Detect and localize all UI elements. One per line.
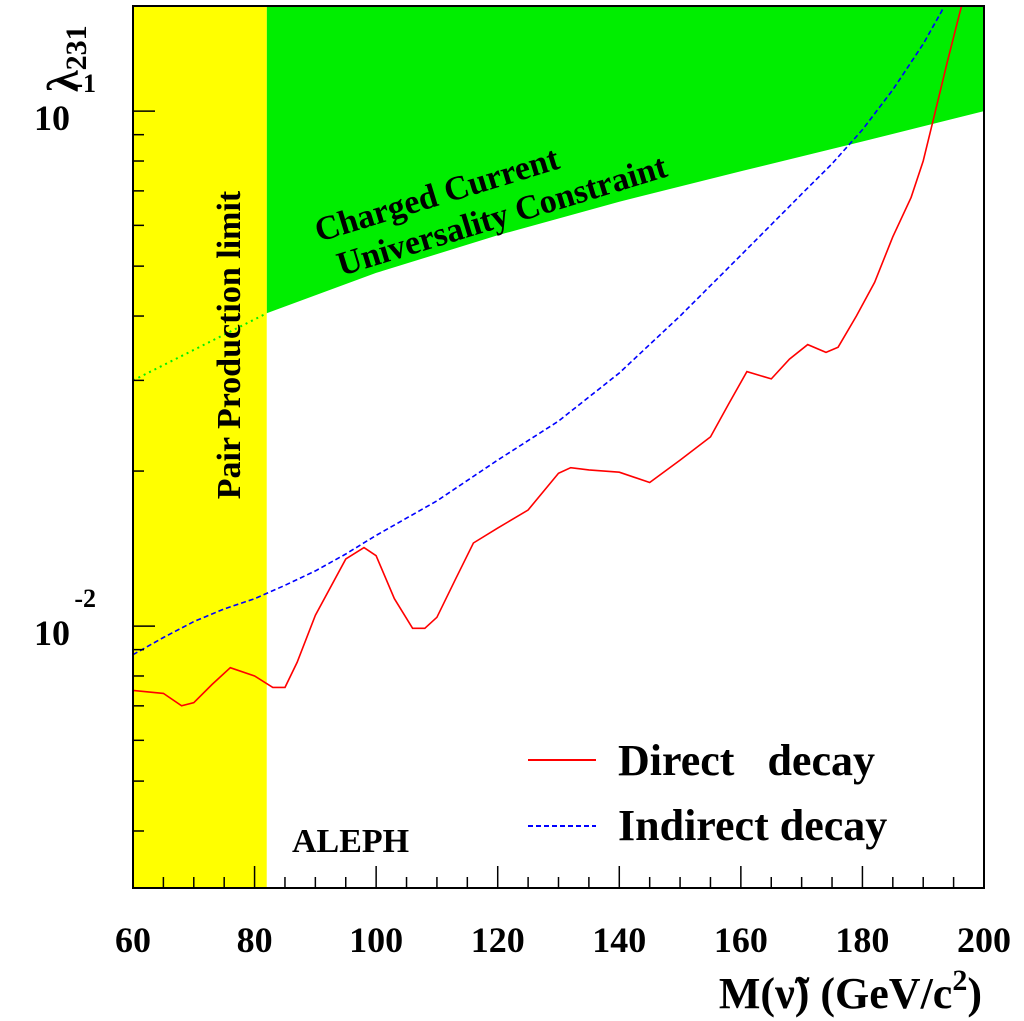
universality-constraint-region — [266, 6, 984, 314]
y-tick-labels: 10-110-2 — [34, 69, 96, 653]
x-tick-label: 60 — [115, 920, 151, 960]
series-line-direct — [133, 6, 963, 707]
legend-label-indirect: Indirect decay — [618, 801, 887, 850]
x-tick-labels: 60 80 100 120 140 160 180 200 — [115, 920, 1011, 960]
y-tick-label-base: 10 — [34, 613, 70, 653]
y-axis-title: λ231 — [39, 25, 93, 92]
x-tick-label: 140 — [592, 920, 646, 960]
x-tick-label: 160 — [714, 920, 768, 960]
y-axis-title-subscript: 231 — [60, 25, 93, 70]
y-tick-label-exponent: -2 — [74, 584, 96, 613]
pair-production-label: Pair Production limit — [211, 190, 248, 499]
x-axis-title-superscript: 2 — [952, 964, 967, 997]
aleph-annotation: ALEPH — [292, 823, 409, 860]
y-tick-label-base: 10 — [34, 98, 70, 138]
pair-production-region — [133, 6, 267, 888]
y-tick-label-exponent: -1 — [74, 69, 96, 98]
x-tick-label: 80 — [237, 920, 273, 960]
x-axis-title-part: M(ν̃) (GeV/c — [719, 969, 952, 1018]
x-tick-label: 180 — [835, 920, 889, 960]
x-tick-label: 120 — [471, 920, 525, 960]
y-axis-title-symbol: λ — [39, 70, 88, 92]
legend-label-direct: Direct decay — [618, 736, 875, 785]
ticks-layer — [132, 110, 985, 888]
legend: Direct decay Indirect decay — [528, 736, 887, 850]
universality-constraint-extension — [133, 312, 268, 382]
x-axis-title-closing: ) — [967, 969, 982, 1018]
x-tick-label: 100 — [349, 920, 403, 960]
x-axis-title: M(ν̃) (GeV/c2) — [719, 964, 982, 1018]
series-line-indirect — [133, 6, 946, 656]
series-layer — [133, 6, 963, 707]
x-tick-label: 200 — [957, 920, 1011, 960]
